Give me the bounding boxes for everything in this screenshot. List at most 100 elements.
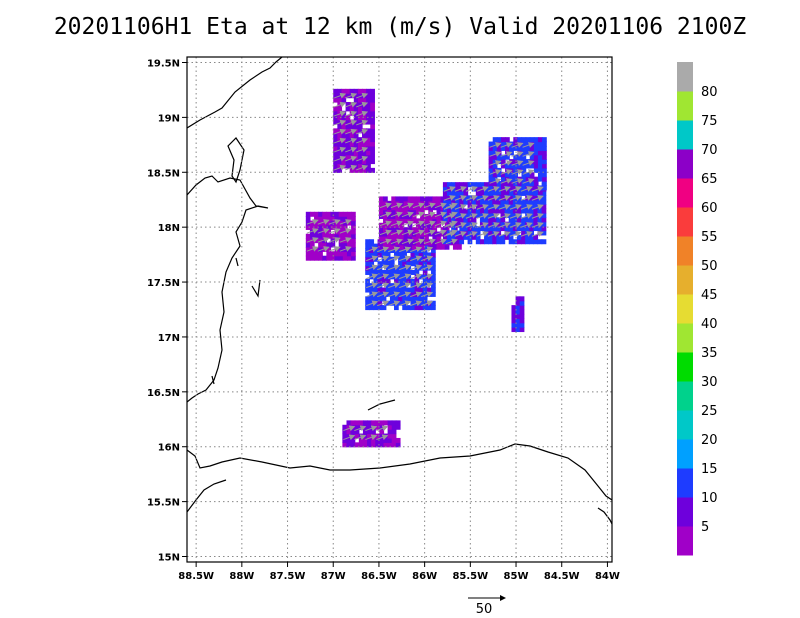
wind-cell	[529, 217, 534, 223]
wind-cell	[521, 230, 526, 236]
wind-arrow	[412, 229, 425, 236]
wind-arrow	[531, 213, 544, 219]
wind-cell	[422, 305, 428, 311]
wind-cell	[447, 208, 452, 214]
wind-cell	[398, 287, 403, 293]
wind-arrow	[454, 204, 467, 210]
wind-cell	[350, 437, 356, 443]
wind-cell	[357, 102, 363, 108]
wind-cell	[521, 221, 526, 227]
colorbar-swatch	[677, 381, 693, 411]
wind-cell	[519, 322, 525, 328]
wind-cell	[426, 261, 432, 267]
wind-cell	[395, 420, 401, 426]
wind-cell	[484, 226, 489, 232]
wind-cell	[338, 216, 344, 222]
wind-cell	[365, 256, 370, 262]
wind-arrow	[366, 264, 379, 271]
wind-arrow	[399, 246, 412, 253]
wind-cell	[342, 433, 348, 439]
y-tick-label: 18N	[158, 223, 180, 234]
wind-cell	[370, 159, 375, 165]
wind-cell	[414, 278, 420, 284]
wind-cell	[479, 182, 485, 188]
wind-cell	[362, 437, 368, 443]
wind-cell	[378, 209, 384, 215]
wind-cell	[479, 217, 485, 223]
wind-cell	[398, 274, 403, 280]
y-tick-label: 15N	[158, 553, 180, 564]
x-tick-label: 84W	[595, 571, 620, 582]
y-tick-label: 16N	[158, 443, 180, 454]
y-tick-label: 17.5N	[147, 278, 180, 289]
wind-cell	[517, 181, 523, 187]
wind-cell	[383, 437, 389, 443]
wind-cell	[375, 442, 380, 448]
wind-cell	[370, 128, 375, 134]
wind-cell	[519, 300, 525, 306]
wind-arrow	[345, 110, 358, 117]
wind-cell	[500, 145, 506, 151]
wind-cell	[500, 181, 506, 187]
wind-cell	[541, 190, 547, 196]
wind-cell	[391, 209, 396, 215]
wind-cell	[387, 420, 393, 426]
wind-cell	[428, 196, 434, 202]
wind-arrow	[399, 291, 412, 298]
wind-cell	[309, 255, 315, 261]
wind-cell	[353, 132, 359, 138]
wind-arrow	[465, 186, 478, 192]
wind-arrow	[345, 164, 358, 171]
wind-cell	[426, 278, 432, 284]
wind-cell	[492, 226, 497, 232]
wind-arrow	[328, 228, 341, 234]
wind-cell	[398, 278, 403, 284]
wind-arrow	[399, 255, 412, 262]
wind-cell	[314, 255, 319, 261]
wind-cell	[512, 239, 518, 245]
wind-cell	[517, 189, 523, 195]
wind-cell	[455, 208, 460, 214]
wind-arrow	[401, 238, 414, 245]
wind-cell	[402, 287, 407, 293]
wind-arrow	[476, 231, 489, 237]
wind-cell	[345, 154, 351, 160]
wind-cell	[353, 123, 359, 129]
wind-cell	[407, 205, 413, 211]
wind-cell	[394, 252, 399, 258]
wind-cell	[467, 182, 473, 188]
wind-cell	[509, 163, 514, 169]
wind-cell	[422, 291, 428, 297]
wind-cell	[346, 420, 352, 426]
wind-cell	[537, 167, 543, 173]
wind-arrow	[366, 300, 379, 307]
wind-cell	[362, 115, 367, 121]
wind-arrow	[410, 291, 423, 298]
wind-cell	[509, 172, 514, 178]
wind-arrow	[379, 211, 392, 218]
wind-cell	[337, 132, 343, 138]
wind-cell	[521, 208, 526, 214]
wind-cell	[455, 182, 460, 188]
wind-vectors	[306, 92, 544, 441]
wind-arrow	[306, 219, 319, 225]
wind-cell	[436, 205, 442, 211]
wind-cell	[500, 217, 506, 223]
wind-cell	[542, 141, 547, 147]
wind-cell	[351, 238, 356, 244]
wind-cell	[305, 216, 311, 222]
wind-cell	[533, 181, 539, 187]
wind-cell	[459, 226, 465, 232]
wind-cell	[422, 269, 428, 275]
wind-cell	[479, 199, 485, 205]
wind-cell	[516, 217, 522, 223]
wind-cell	[330, 211, 336, 217]
wind-cell	[525, 145, 531, 151]
wind-cell	[451, 199, 456, 205]
colorbar-label: 50	[701, 259, 718, 274]
x-tick-label: 86W	[412, 571, 437, 582]
y-axis: 15N 15.5N 16N 16.5N 17N 17.5N 18N 18.5N 19N 19.5N	[147, 58, 187, 564]
wind-arrow	[334, 155, 347, 162]
wind-cell	[385, 269, 391, 275]
wind-arrow	[476, 186, 489, 192]
